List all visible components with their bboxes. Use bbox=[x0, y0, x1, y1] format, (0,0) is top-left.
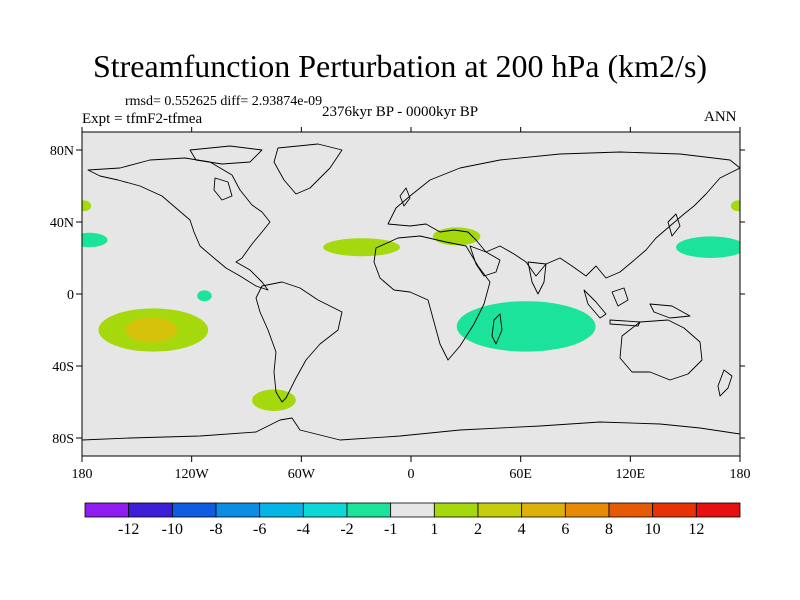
colorbar-swatch bbox=[564, 502, 610, 518]
x-tick-label: 0 bbox=[408, 467, 415, 482]
colorbar-swatch bbox=[215, 502, 261, 518]
anomaly-mediterranean-positive bbox=[432, 227, 481, 246]
colorbar-swatch bbox=[390, 502, 435, 518]
coast-north-america bbox=[87, 157, 271, 291]
coast-java bbox=[609, 319, 641, 327]
map-axes: 180 120W 60W 0 60E 120E 180 80N 40N 0 40S 80S bbox=[50, 127, 751, 482]
anomaly-north-atlantic-positive bbox=[323, 238, 401, 257]
anomaly-layer bbox=[82, 200, 740, 412]
colorbar-label: 8 bbox=[605, 521, 613, 538]
season-label: ANN bbox=[704, 109, 737, 125]
colorbar-label: 4 bbox=[518, 521, 526, 538]
colorbar-swatch bbox=[302, 502, 348, 518]
anomaly-dateline-negative bbox=[82, 232, 108, 248]
x-tick-label: 120W bbox=[175, 467, 210, 482]
colorbar-label: 12 bbox=[688, 521, 704, 538]
anomaly-south-atlantic-positive bbox=[251, 389, 296, 412]
period-label: 2376kyr BP - 0000kyr BP bbox=[322, 104, 479, 120]
colorbar-swatch bbox=[433, 502, 479, 518]
y-tick-label: 40N bbox=[50, 216, 74, 231]
colorbar-swatch bbox=[84, 502, 130, 518]
colorbar-swatch bbox=[259, 502, 304, 518]
x-tick-label: 180 bbox=[72, 467, 93, 482]
coast-madagascar bbox=[491, 313, 503, 345]
coast-south-america bbox=[255, 281, 343, 403]
coast-new-zealand bbox=[717, 369, 733, 397]
colorbar-swatch bbox=[695, 502, 741, 518]
colorbar-label: -12 bbox=[118, 521, 139, 538]
coast-sumatra bbox=[583, 289, 607, 319]
y-tick-label: 40S bbox=[52, 360, 74, 375]
colorbar-swatch bbox=[477, 502, 523, 518]
anomaly-dateline-positive-west bbox=[82, 200, 92, 212]
colorbar-label: 1 bbox=[430, 521, 438, 538]
anomaly-indian-ocean-negative bbox=[456, 301, 596, 352]
colorbar-label: 2 bbox=[474, 521, 482, 538]
coast-antarctica bbox=[82, 417, 740, 441]
colorbar-swatch bbox=[608, 502, 654, 518]
colorbar-swatch bbox=[652, 502, 697, 518]
coast-australia bbox=[619, 319, 703, 381]
colorbar-label: -2 bbox=[340, 521, 353, 538]
stats-label: rmsd= 0.552625 diff= 2.93874e-09 bbox=[125, 94, 323, 109]
x-tick-label: 60E bbox=[509, 467, 532, 482]
colorbar: -12 -10 -8 -6 -4 -2 -1 1 2 4 6 8 10 12 bbox=[84, 502, 741, 538]
map-background bbox=[82, 132, 740, 456]
x-tick-label: 120E bbox=[616, 467, 646, 482]
anomaly-east-pacific-positive-inner bbox=[125, 317, 178, 343]
colorbar-label: -8 bbox=[209, 521, 222, 538]
coast-borneo bbox=[611, 287, 629, 307]
x-tick-label: 180 bbox=[730, 467, 751, 482]
colorbar-label: 6 bbox=[561, 521, 569, 538]
chart-title: Streamfunction Perturbation at 200 hPa (… bbox=[92, 48, 708, 84]
coast-india bbox=[527, 261, 547, 295]
coast-hudson-bay bbox=[213, 177, 233, 201]
anomaly-dateline-positive-east bbox=[730, 200, 740, 212]
colorbar-label: -1 bbox=[384, 521, 397, 538]
coast-africa bbox=[373, 235, 491, 361]
colorbar-swatch bbox=[346, 502, 392, 518]
y-tick-label: 80N bbox=[50, 144, 74, 159]
coast-eurasia bbox=[387, 151, 740, 279]
colorbar-label: -6 bbox=[253, 521, 266, 538]
x-tick-label: 60W bbox=[288, 467, 316, 482]
y-tick-label: 80S bbox=[52, 432, 74, 447]
coastline-layer bbox=[82, 143, 740, 441]
coast-arctic-islands bbox=[189, 145, 263, 165]
colorbar-swatch bbox=[128, 502, 173, 518]
colorbar-swatch bbox=[521, 502, 566, 518]
coast-arabia bbox=[469, 245, 501, 277]
colorbar-label: -4 bbox=[297, 521, 310, 538]
experiment-label: Expt = tfmF2-tfmea bbox=[82, 111, 203, 127]
anomaly-west-pacific-negative bbox=[676, 236, 740, 258]
colorbar-label: 10 bbox=[645, 521, 661, 538]
colorbar-swatch bbox=[171, 502, 217, 518]
coast-japan bbox=[667, 213, 681, 237]
anomaly-equatorial-pacific-negative bbox=[197, 290, 212, 302]
coast-uk bbox=[399, 187, 411, 207]
coast-greenland bbox=[273, 143, 343, 195]
colorbar-label: -10 bbox=[162, 521, 183, 538]
y-tick-label: 0 bbox=[67, 288, 74, 303]
coast-new-guinea bbox=[649, 303, 691, 319]
